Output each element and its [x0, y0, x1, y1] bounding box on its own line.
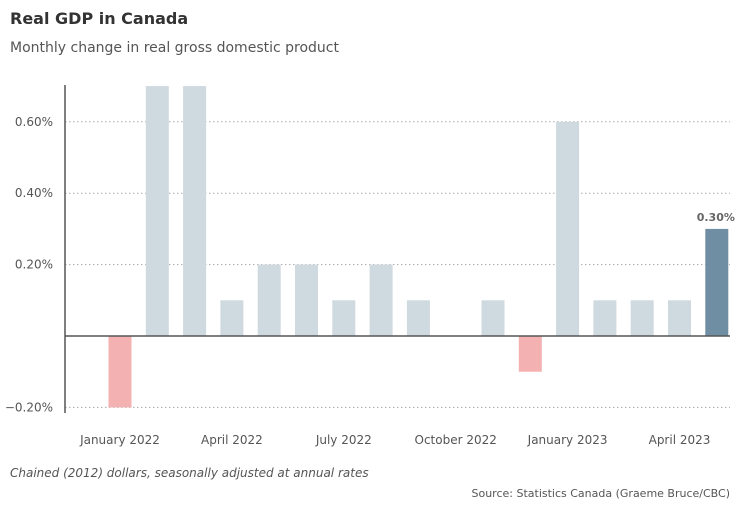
x-tick-label: January 2023 — [527, 433, 608, 447]
bar — [332, 300, 356, 336]
bar — [220, 300, 244, 336]
x-tick-label: July 2022 — [315, 433, 372, 447]
bar — [556, 121, 580, 336]
bar — [145, 86, 169, 336]
y-tick-label: 0.20% — [15, 258, 53, 272]
bar-layer — [108, 86, 729, 408]
grid-layer — [65, 121, 730, 408]
x-tick-label: October 2022 — [415, 433, 497, 447]
bar — [183, 86, 207, 336]
bar-chart: −0.20% 0.20% 0.40% 0.60% 0.30% January 2022 Ap… — [5, 85, 735, 447]
y-tick-label: 0.40% — [15, 186, 53, 200]
bar — [108, 336, 132, 408]
x-tick-label: January 2022 — [79, 433, 160, 447]
bar — [630, 300, 654, 336]
bar — [705, 228, 729, 336]
bar — [369, 264, 393, 336]
bar — [406, 300, 430, 336]
chart-note: Chained (2012) dollars, seasonally adjus… — [10, 466, 369, 480]
y-tick-label: 0.60% — [15, 115, 53, 129]
y-tick-label: −0.20% — [5, 400, 53, 414]
bar — [257, 264, 281, 336]
x-tick-label: April 2022 — [201, 433, 263, 447]
bar — [481, 300, 505, 336]
bar — [518, 336, 542, 372]
bar — [593, 300, 617, 336]
axis-layer — [64, 85, 730, 413]
chart-title: Real GDP in Canada — [10, 9, 189, 28]
bar — [668, 300, 691, 336]
bar — [295, 264, 318, 336]
chart-subtitle: Monthly change in real gross domestic pr… — [10, 40, 339, 56]
label-layer: −0.20% 0.20% 0.40% 0.60% 0.30% January 2022 Ap… — [5, 115, 735, 447]
data-label: 0.30% — [697, 211, 735, 224]
x-tick-label: April 2023 — [649, 433, 711, 447]
chart-source: Source: Statistics Canada (Graeme Bruce/… — [471, 487, 730, 500]
